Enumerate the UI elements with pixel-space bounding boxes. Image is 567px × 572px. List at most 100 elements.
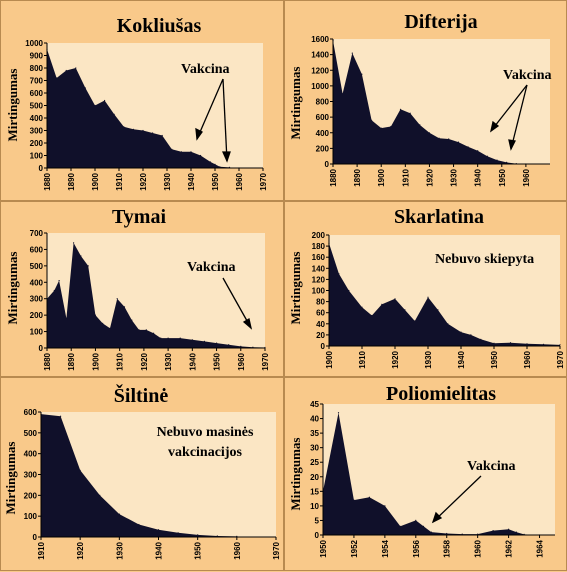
y-tick-label: 300 xyxy=(30,127,44,136)
data-point xyxy=(348,289,350,292)
data-point xyxy=(371,314,373,317)
x-tick-label: 1910 xyxy=(115,172,124,190)
x-tick-label: 1962 xyxy=(505,539,514,557)
data-point xyxy=(480,338,482,340)
series-area xyxy=(333,40,526,164)
data-point xyxy=(438,137,440,139)
x-tick-label: 1954 xyxy=(381,539,390,557)
data-point xyxy=(486,155,488,157)
x-tick-label: 1920 xyxy=(425,168,434,186)
plot-area: 0 5 10 15 20 25 30 35 40 45 1950 1952 1954 1956 1958 19… xyxy=(310,400,555,558)
x-tick-label: 1880 xyxy=(43,172,52,190)
data-point xyxy=(65,69,67,72)
chart-svg-poliomielitas: Poliomielitas Mirtingumas 0 5 10 15 20 25 30 35… xyxy=(288,383,555,558)
y-tick-label: 0 xyxy=(321,342,326,351)
data-point xyxy=(448,138,450,140)
y-tick-label: 35 xyxy=(310,429,319,438)
y-tick-label: 160 xyxy=(312,253,326,262)
data-point xyxy=(252,346,254,348)
chart-panel-siltine: Šiltinė Mirtingumas 0 100 200 300 400 500 600 1… xyxy=(0,377,284,571)
data-point xyxy=(145,329,147,331)
y-tick-label: 500 xyxy=(30,102,44,111)
x-tick-label: 1950 xyxy=(490,350,499,368)
x-tick-label: 1950 xyxy=(213,352,222,370)
chart-svg-tymai: Tymai Mirtingumas 0 100 200 300 400 500 600 700… xyxy=(5,206,270,371)
y-tick-label: 500 xyxy=(24,429,38,438)
x-tick-label: 1920 xyxy=(139,172,148,190)
y-tick-label: 40 xyxy=(316,320,325,329)
data-point xyxy=(94,314,96,316)
x-tick-label: 1940 xyxy=(155,541,164,559)
chart-title: Tymai xyxy=(112,206,167,228)
data-point xyxy=(94,104,96,107)
y-tick-label: 900 xyxy=(30,52,44,61)
data-point xyxy=(171,148,173,150)
x-tick-label: 1950 xyxy=(498,168,507,186)
chart-title: Šiltinė xyxy=(114,383,169,407)
data-point xyxy=(447,323,449,325)
y-tick-label: 1000 xyxy=(25,39,43,48)
data-point xyxy=(368,496,370,498)
data-point xyxy=(131,319,133,321)
data-point xyxy=(203,340,205,342)
x-tick-label: 1950 xyxy=(319,539,328,557)
x-tick-label: 1960 xyxy=(235,172,244,190)
x-tick-label: 1940 xyxy=(474,168,483,186)
data-point xyxy=(200,154,202,157)
data-point xyxy=(80,255,82,257)
data-point xyxy=(470,334,472,336)
x-tick-label: 1940 xyxy=(188,352,197,370)
x-tick-label: 1960 xyxy=(522,168,531,186)
data-point xyxy=(353,499,355,501)
y-tick-label: 300 xyxy=(24,471,38,480)
plot-area: 0 100 200 300 400 500 600 700 800 900 1000 1880 1890… xyxy=(25,39,268,191)
annotation-vakcina: Vakcina xyxy=(503,68,552,83)
data-point xyxy=(467,146,469,148)
data-point xyxy=(99,494,101,496)
data-point xyxy=(84,87,86,89)
y-tick-label: 0 xyxy=(315,531,320,540)
data-point xyxy=(342,93,344,95)
data-point xyxy=(160,337,162,339)
x-tick-label: 1960 xyxy=(233,541,242,559)
y-tick-label: 25 xyxy=(310,458,319,467)
data-point xyxy=(399,525,401,527)
annotation-vakcina: Vakcina xyxy=(187,260,236,275)
data-point xyxy=(191,339,193,341)
x-tick-label: 1940 xyxy=(187,172,196,190)
x-tick-label: 1890 xyxy=(67,352,76,370)
data-point xyxy=(496,159,498,161)
y-tick-label: 200 xyxy=(316,144,330,153)
x-tick-label: 1958 xyxy=(443,539,452,557)
data-point xyxy=(65,317,67,319)
y-tick-label: 1400 xyxy=(311,51,329,60)
x-tick-label: 1890 xyxy=(353,168,362,186)
x-tick-label: 1910 xyxy=(37,541,46,559)
data-point xyxy=(132,128,134,130)
y-axis-label: Mirtingumas xyxy=(3,442,18,515)
plot-area: 0 100 200 300 400 500 600 700 1880 1890 1900 1910 19… xyxy=(30,229,270,371)
series-area xyxy=(47,49,239,168)
annotation-line-2: vakcinacijos xyxy=(168,445,242,460)
data-point xyxy=(240,345,242,347)
x-tick-label: 1900 xyxy=(91,352,100,370)
y-tick-label: 0 xyxy=(39,344,44,353)
data-point xyxy=(75,67,77,69)
data-point xyxy=(177,532,179,534)
data-point xyxy=(394,298,396,300)
data-point xyxy=(457,141,459,143)
x-tick-label: 1910 xyxy=(401,168,410,186)
y-tick-label: 200 xyxy=(312,231,326,240)
data-point xyxy=(515,531,517,533)
data-point xyxy=(414,320,416,322)
y-tick-label: 20 xyxy=(316,331,325,340)
y-tick-label: 100 xyxy=(30,328,44,337)
x-tick-label: 1956 xyxy=(412,539,421,557)
data-point xyxy=(102,322,104,324)
x-tick-label: 1900 xyxy=(377,168,386,186)
data-point xyxy=(152,132,154,134)
y-axis-label: Mirtingumas xyxy=(5,69,20,142)
data-point xyxy=(384,505,386,507)
annotation-arrows xyxy=(195,78,231,163)
data-point xyxy=(161,134,163,137)
